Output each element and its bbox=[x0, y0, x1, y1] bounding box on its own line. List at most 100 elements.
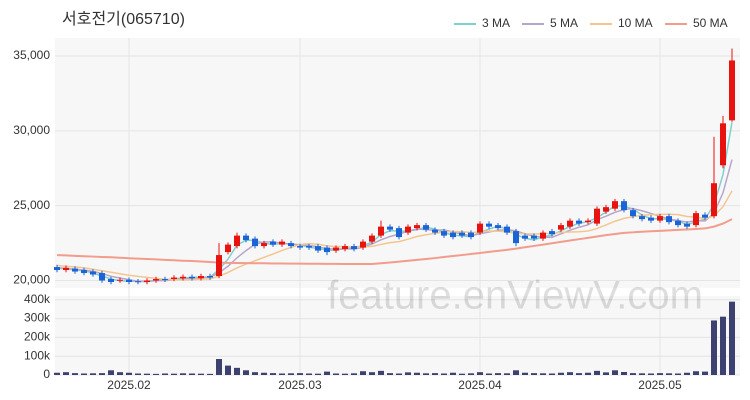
ma-line bbox=[56, 190, 733, 281]
y-tick-label: 30,000 bbox=[13, 123, 50, 137]
candle-body bbox=[459, 232, 465, 236]
candle-body bbox=[360, 241, 366, 248]
candle-body bbox=[117, 279, 123, 281]
volume-bar bbox=[639, 373, 645, 375]
candle-body bbox=[693, 213, 699, 226]
candle-body bbox=[378, 226, 384, 236]
candle-body bbox=[126, 279, 132, 283]
volume-bar bbox=[360, 371, 366, 375]
candle-body bbox=[306, 246, 312, 248]
volume-bar bbox=[135, 373, 141, 375]
volume-bar bbox=[324, 371, 330, 375]
volume-bar bbox=[189, 373, 195, 375]
candle-body bbox=[171, 277, 177, 280]
volume-bar bbox=[387, 373, 393, 375]
candle-body bbox=[558, 225, 564, 230]
candle-body bbox=[414, 225, 420, 229]
candle-body bbox=[270, 241, 276, 245]
volume-bar bbox=[477, 372, 483, 375]
price-panel bbox=[55, 38, 740, 288]
volume-bar bbox=[333, 373, 339, 375]
volume-bar bbox=[513, 370, 519, 375]
volume-bar bbox=[441, 373, 447, 375]
candle-body bbox=[720, 123, 726, 166]
volume-bar bbox=[549, 373, 555, 375]
legend-label: 10 MA bbox=[618, 16, 653, 30]
candle-body bbox=[315, 246, 321, 251]
volume-bar bbox=[711, 320, 717, 375]
volume-bar bbox=[288, 373, 294, 375]
volume-bar bbox=[567, 372, 573, 375]
candle-body bbox=[234, 235, 240, 247]
candle-body bbox=[189, 276, 195, 279]
y-tick-label: 100k bbox=[24, 348, 51, 362]
candle-body bbox=[243, 235, 249, 241]
volume-bar bbox=[198, 373, 204, 375]
volume-bar bbox=[504, 373, 510, 375]
volume-bar bbox=[234, 367, 240, 375]
y-tick-label: 0 bbox=[43, 367, 50, 381]
volume-bar bbox=[90, 373, 96, 375]
volume-bar bbox=[378, 370, 384, 375]
candle-body bbox=[495, 225, 501, 229]
volume-bar bbox=[495, 373, 501, 375]
candle-body bbox=[639, 216, 645, 220]
volume-bar bbox=[144, 373, 150, 375]
volume-bar bbox=[207, 373, 213, 375]
volume-bar bbox=[306, 373, 312, 375]
candle-body bbox=[63, 267, 69, 271]
volume-bar bbox=[630, 373, 636, 375]
candle-body bbox=[324, 247, 330, 253]
volume-bar bbox=[252, 372, 258, 375]
volume-bar bbox=[486, 373, 492, 375]
candle-body bbox=[486, 223, 492, 227]
candle-body bbox=[90, 271, 96, 275]
candle-body bbox=[468, 232, 474, 238]
volume-bar bbox=[81, 373, 87, 375]
volume-bar bbox=[117, 372, 123, 375]
volume-bar bbox=[459, 373, 465, 375]
y-tick-label: 400k bbox=[24, 292, 51, 306]
volume-bar bbox=[171, 373, 177, 375]
volume-bar bbox=[162, 373, 168, 375]
candle-body bbox=[333, 247, 339, 251]
candle-body bbox=[441, 231, 447, 236]
volume-bar bbox=[576, 373, 582, 375]
volume-bar bbox=[342, 373, 348, 375]
volume-bar bbox=[54, 372, 60, 375]
candle-body bbox=[648, 217, 654, 221]
volume-bar bbox=[612, 370, 618, 375]
volume-bar bbox=[675, 373, 681, 375]
candle-body bbox=[522, 235, 528, 239]
candle-body bbox=[54, 267, 60, 271]
candle-body bbox=[405, 226, 411, 233]
volume-bar bbox=[702, 371, 708, 375]
candle-body bbox=[603, 207, 609, 212]
candle-body bbox=[252, 238, 258, 247]
candle-body bbox=[225, 244, 231, 253]
volume-bar bbox=[243, 370, 249, 375]
candle-body bbox=[450, 232, 456, 238]
candle-body bbox=[504, 226, 510, 233]
volume-bar bbox=[297, 373, 303, 375]
legend-label: 5 MA bbox=[550, 16, 578, 30]
volume-bar bbox=[432, 373, 438, 375]
legend-label: 3 MA bbox=[482, 16, 510, 30]
volume-bar bbox=[729, 301, 735, 375]
volume-bar bbox=[648, 373, 654, 375]
candle-body bbox=[675, 220, 681, 226]
y-tick-label: 20,000 bbox=[13, 273, 50, 287]
candle-body bbox=[153, 279, 159, 281]
volume-bar bbox=[315, 373, 321, 375]
candle-body bbox=[81, 270, 87, 274]
candle-body bbox=[162, 279, 168, 281]
y-tick-label: 200k bbox=[24, 330, 51, 344]
candle-body bbox=[198, 276, 204, 279]
candle-body bbox=[369, 235, 375, 242]
legend: 3 MA 5 MA 10 MA 50 MA bbox=[454, 16, 728, 30]
candle-body bbox=[729, 60, 735, 121]
volume-panel bbox=[55, 296, 740, 375]
volume-bar bbox=[657, 373, 663, 375]
plot-layer bbox=[54, 48, 735, 375]
candle-body bbox=[657, 216, 663, 221]
